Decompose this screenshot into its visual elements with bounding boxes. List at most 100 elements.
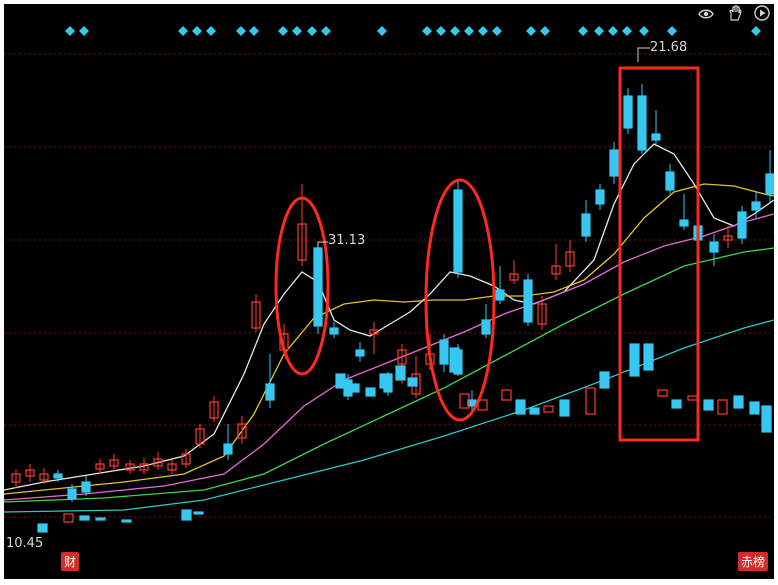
- signal-diamond: [377, 26, 387, 36]
- eye-icon[interactable]: [698, 6, 714, 22]
- candle-body: [313, 247, 323, 327]
- high-pointer: [637, 47, 650, 62]
- candle-body: [195, 428, 205, 445]
- lower-candle: [349, 383, 360, 393]
- candle-body: [39, 473, 49, 481]
- moving-average-lines: [3, 143, 775, 513]
- candle-body: [139, 463, 149, 471]
- lower-candle: [761, 405, 772, 433]
- lower-candle: [459, 393, 470, 409]
- signal-diamonds: [65, 26, 761, 36]
- lower-candle: [629, 343, 640, 377]
- lower-candle: [37, 523, 48, 533]
- candle-body: [709, 241, 719, 253]
- signal-diamond: [751, 26, 761, 36]
- signal-diamond: [540, 26, 550, 36]
- candle-body: [723, 235, 733, 241]
- candle-body: [167, 463, 177, 471]
- candle-body: [11, 473, 21, 483]
- candle-body: [537, 303, 547, 325]
- kline-chart[interactable]: [3, 4, 775, 579]
- signal-diamond: [622, 26, 632, 36]
- candle-body: [265, 383, 275, 401]
- signal-diamond: [526, 26, 536, 36]
- lower-candle: [121, 519, 132, 523]
- candle-body: [595, 189, 605, 205]
- signal-diamond: [478, 26, 488, 36]
- signal-diamond: [464, 26, 474, 36]
- lower-candle: [193, 511, 204, 515]
- candle-body: [209, 401, 219, 419]
- signal-diamond: [436, 26, 446, 36]
- annotations: [274, 47, 700, 442]
- signal-diamond: [206, 26, 216, 36]
- signal-diamond: [422, 26, 432, 36]
- signal-diamond: [292, 26, 302, 36]
- candle-body: [81, 481, 91, 493]
- lower-candle: [395, 365, 406, 381]
- hand-icon[interactable]: [727, 5, 743, 21]
- signal-diamond: [492, 26, 502, 36]
- lower-candle: [181, 509, 192, 521]
- signal-diamond: [307, 26, 317, 36]
- ranking-tag[interactable]: 赤榜: [738, 552, 769, 571]
- candle-body: [551, 265, 561, 275]
- signal-diamond: [236, 26, 246, 36]
- lower-candle: [643, 343, 654, 371]
- candle-body: [495, 289, 505, 301]
- lower-candle: [335, 373, 346, 389]
- signal-diamond: [594, 26, 604, 36]
- highlight-ellipse-1: [274, 196, 330, 376]
- candle-body: [651, 133, 661, 141]
- lower-candle: [671, 399, 682, 409]
- lower-candle: [407, 377, 418, 387]
- candle-body: [223, 443, 233, 455]
- candle-body: [737, 211, 747, 239]
- highlight-rectangle: [618, 66, 700, 442]
- lower-candle: [733, 395, 744, 409]
- ma-green-line: [3, 247, 775, 503]
- lower-candle: [79, 515, 90, 521]
- lower-candle: [749, 401, 760, 415]
- lower-candle: [63, 513, 74, 523]
- lower-candle: [559, 399, 570, 417]
- signal-diamond: [578, 26, 588, 36]
- signal-diamond: [321, 26, 331, 36]
- high-price-label: 21.68: [650, 40, 688, 55]
- chart-area[interactable]: 21.68 31.13 10.45 财 赤榜: [3, 4, 775, 579]
- mid-high-pointer: [317, 241, 328, 248]
- candle-body: [153, 458, 163, 467]
- candle-body: [109, 459, 119, 467]
- play-icon[interactable]: [754, 5, 770, 21]
- candle-body: [181, 453, 191, 465]
- lower-candle: [703, 399, 714, 411]
- signal-diamond: [192, 26, 202, 36]
- signal-diamond: [178, 26, 188, 36]
- finance-tag[interactable]: 财: [61, 552, 80, 571]
- candle-body: [481, 319, 491, 335]
- lower-candle: [543, 405, 554, 413]
- ma-yellow-line: [3, 183, 775, 495]
- candle-body: [251, 301, 261, 329]
- lower-candle: [687, 395, 698, 401]
- candle-body: [297, 223, 307, 261]
- highlight-ellipse-2: [424, 178, 496, 422]
- low-price-label: 10.45: [6, 536, 44, 551]
- signal-diamond: [450, 26, 460, 36]
- candle-body: [329, 327, 339, 335]
- lower-candle: [95, 517, 106, 521]
- candle-body: [623, 95, 633, 129]
- signal-diamond: [65, 26, 75, 36]
- ma-magenta-line: [3, 213, 775, 501]
- candle-body: [581, 213, 591, 237]
- signal-diamond: [278, 26, 288, 36]
- candles: [11, 84, 775, 533]
- signal-diamond: [79, 26, 89, 36]
- candle-body: [397, 349, 407, 365]
- lower-candle: [515, 399, 526, 415]
- lower-candle: [529, 407, 540, 415]
- ma-cyan-line: [3, 319, 775, 513]
- candle-body: [53, 473, 63, 479]
- candle-body: [637, 95, 647, 151]
- candle-body: [25, 469, 35, 477]
